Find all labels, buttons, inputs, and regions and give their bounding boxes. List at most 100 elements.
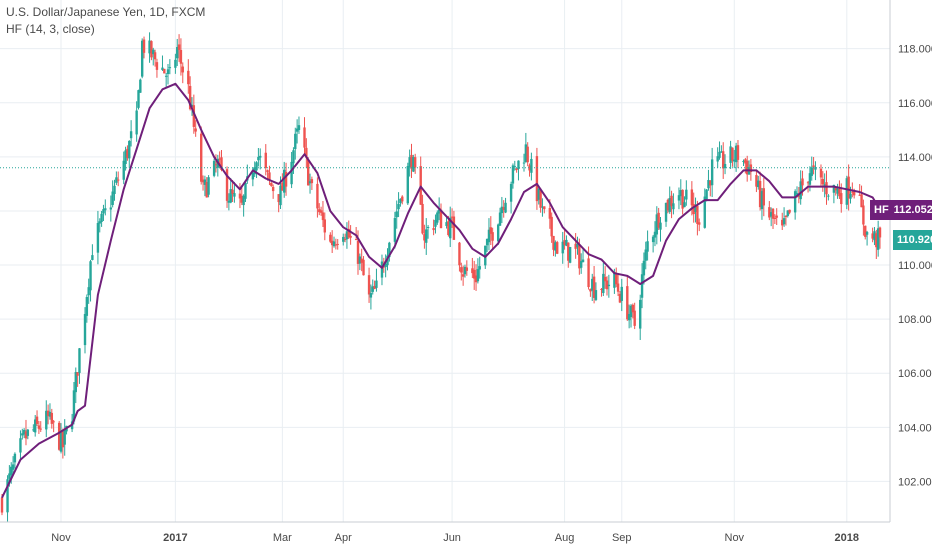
candle-body (271, 186, 275, 192)
candle-body (762, 188, 765, 206)
y-tick-label: 110.000 (898, 260, 932, 272)
last-price-tag: 110.920 (893, 230, 932, 251)
candle-body (709, 180, 712, 186)
candle-body (498, 212, 502, 226)
candle-body (515, 168, 518, 171)
x-tick-label: Apr (335, 532, 352, 544)
symbol-title[interactable]: U.S. Dollar/Japanese Yen, 1D, FXCM (6, 5, 206, 19)
candle-body (19, 438, 22, 453)
candle-body (476, 269, 480, 282)
candle-body (10, 466, 13, 476)
x-tick-label: Jun (443, 532, 461, 544)
candle-body (367, 275, 371, 295)
candle-body (306, 159, 310, 186)
candle-body (26, 429, 30, 436)
hf-tag-value: 112.052 (893, 203, 932, 216)
candle-body (163, 68, 166, 74)
candle-body (251, 173, 255, 180)
candle-body (733, 159, 736, 162)
candle-body (581, 259, 585, 263)
candle-body (439, 209, 443, 229)
candle-body (646, 241, 649, 252)
candle-body (845, 178, 848, 205)
candle-body (356, 240, 360, 264)
candle-body (694, 206, 697, 212)
candle-body (460, 267, 463, 273)
candle-body (681, 189, 684, 209)
candle-body (864, 225, 867, 237)
candle-body (74, 372, 77, 393)
candle-body (478, 266, 481, 270)
candle-body (445, 222, 448, 226)
candle-body (229, 189, 232, 203)
candle-body (847, 176, 850, 199)
y-tick-label: 106.000 (898, 368, 932, 380)
candle-body (511, 165, 515, 184)
candle-body (659, 222, 662, 230)
candle-body (576, 243, 579, 248)
candle-body (393, 218, 397, 242)
candle-body (214, 164, 218, 166)
candle-body (873, 231, 876, 241)
hf-indicator-series (1, 82, 881, 499)
time-axis[interactable]: Nov 2017 Mar Apr Jun Aug Sep Nov 2018 (0, 521, 890, 544)
candle-body (823, 184, 826, 186)
candle-body (373, 285, 376, 289)
candle-body (561, 241, 564, 254)
candle-body (677, 195, 681, 201)
candle-body (32, 429, 35, 431)
y-tick-label: 104.000 (898, 422, 932, 434)
candle-body (690, 189, 694, 206)
candle-body (336, 243, 339, 245)
candle-body (308, 181, 312, 184)
candle-body (152, 49, 155, 55)
candle-body (329, 234, 332, 242)
candle-body (360, 258, 363, 263)
candle-body (550, 216, 553, 237)
candle-body (290, 161, 293, 185)
candle-body (78, 348, 81, 373)
candle-body (100, 213, 103, 222)
candle-body (458, 242, 461, 266)
candle-body (225, 169, 229, 201)
candle-body (631, 304, 635, 313)
candle-body (485, 238, 489, 246)
candle-body (419, 166, 422, 205)
indicator-title[interactable]: HF (14, 3, close) (6, 22, 95, 36)
candle-body (504, 202, 507, 213)
candle-body (177, 44, 181, 50)
candle-body (421, 203, 424, 234)
candle-body (129, 131, 133, 139)
candle-body (589, 288, 592, 292)
candle-body (142, 39, 146, 53)
candle-body (563, 240, 566, 245)
candle-body (567, 242, 570, 261)
chart-legend: U.S. Dollar/Japanese Yen, 1D, FXCM HF (1… (6, 4, 205, 38)
candle-body (568, 246, 572, 263)
price-axis[interactable]: 102.000 104.000 106.000 108.000 110.000 112.0… (889, 0, 932, 522)
candle-body (334, 244, 338, 246)
candle-body (812, 165, 815, 168)
candle-body (578, 244, 581, 269)
candle-body (755, 175, 758, 187)
candle-body (620, 286, 623, 301)
candle-body (496, 224, 500, 242)
candle-body (168, 67, 172, 69)
candle-body (851, 191, 854, 193)
y-tick-label: 102.000 (898, 476, 932, 488)
candle-body (233, 193, 236, 197)
candle-body (825, 182, 828, 195)
candle-body (539, 190, 542, 208)
candle-body (543, 206, 546, 210)
candle-body (150, 41, 153, 58)
candle-body (642, 260, 646, 276)
candle-body (810, 167, 813, 176)
candle-body (640, 274, 644, 298)
candle-body (801, 178, 804, 186)
candlestick-series (0, 32, 882, 522)
candle-body (22, 429, 26, 435)
candle-body (297, 125, 301, 130)
candle-body (35, 416, 39, 424)
